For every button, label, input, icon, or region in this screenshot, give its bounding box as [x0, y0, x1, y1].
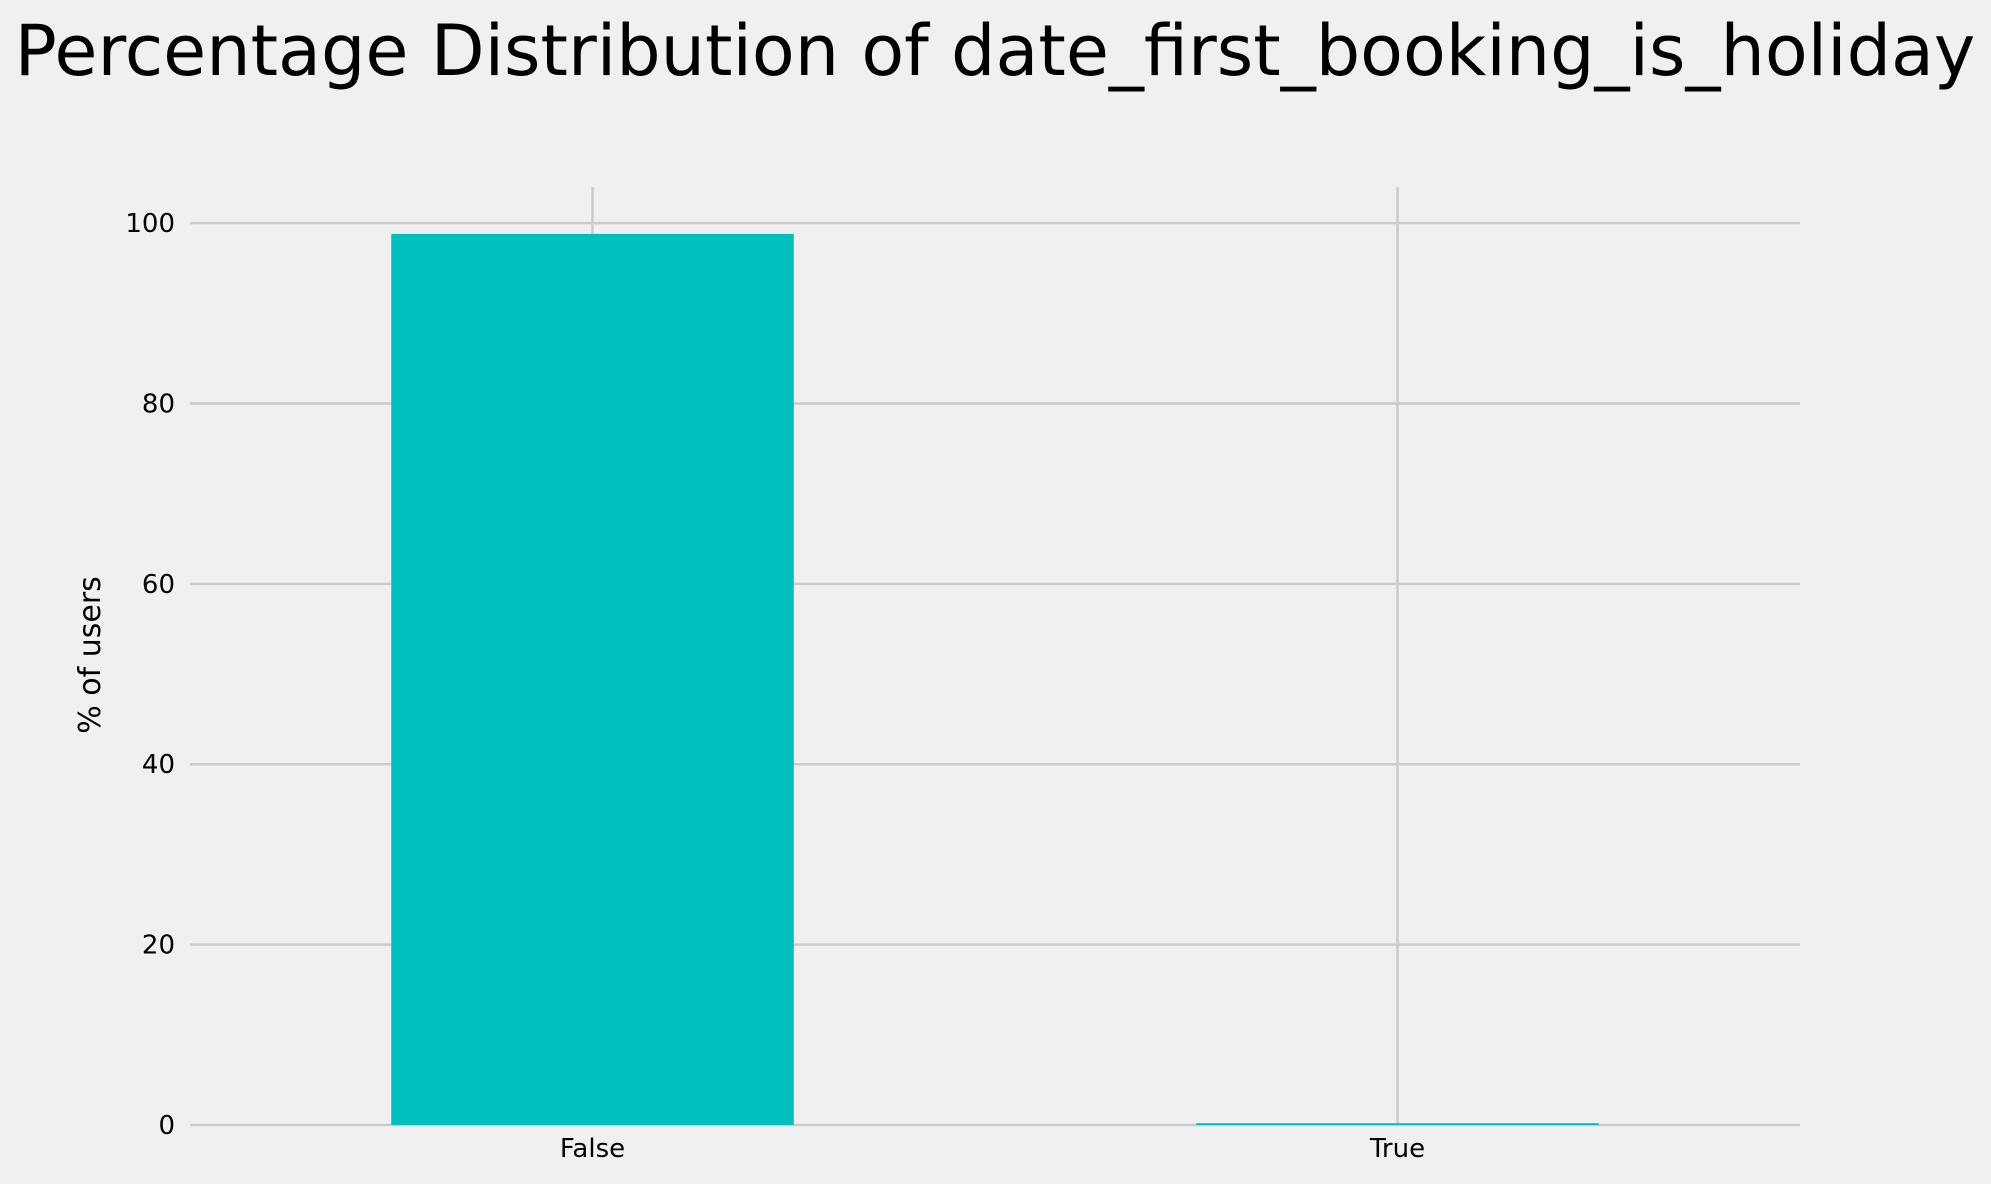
chart-title: Percentage Distribution of date_first_bo… [15, 10, 1976, 92]
x-tick-label: True [1369, 1134, 1425, 1164]
bar-true [1196, 1123, 1599, 1125]
y-tick-label: 0 [158, 1111, 175, 1141]
y-tick-label: 80 [142, 389, 175, 419]
y-tick-label: 40 [142, 750, 175, 780]
y-axis-ticks: 0 20 40 60 80 100 [125, 209, 175, 1141]
y-tick-label: 60 [142, 570, 175, 600]
x-tick-label: False [560, 1134, 625, 1164]
x-axis-ticks: False True [560, 1134, 1425, 1164]
bar-false [391, 233, 794, 1125]
y-tick-label: 100 [125, 209, 175, 239]
y-axis-label: % of users [73, 576, 108, 734]
bars [391, 233, 1599, 1125]
y-tick-label: 20 [142, 931, 175, 961]
